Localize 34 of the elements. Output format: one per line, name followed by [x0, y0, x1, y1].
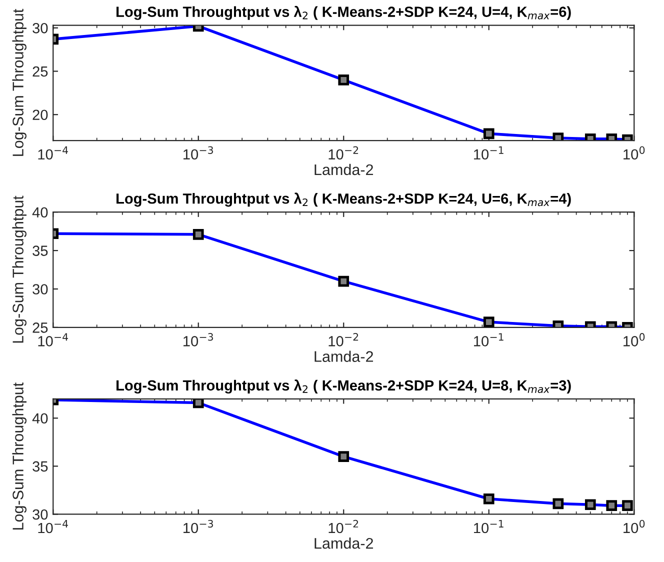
y-tick-label: 25 — [32, 322, 48, 333]
x-tick-label: 10$^{−3}$ — [184, 333, 213, 346]
y-tick-label: 40 — [32, 413, 48, 424]
x-axis-title: Lamda-2 — [314, 164, 374, 176]
y-tick-label: 35 — [32, 246, 48, 256]
x-tick-label: 10$^{−1}$ — [474, 146, 504, 160]
x-tick-label: 10$^{−1}$ — [474, 333, 504, 346]
y-axis-title: Log-Sum Throughtput — [12, 196, 26, 343]
y-tick-label: 30 — [32, 509, 48, 520]
x-tick-label: 10$^{−3}$ — [184, 146, 213, 160]
y-tick-label: 40 — [32, 207, 48, 218]
y-tick-label: 25 — [32, 66, 48, 77]
x-axis-title: Lamda-2 — [314, 350, 374, 362]
chart-title: Log-Sum Throughtput vs λ$_{2}$ ( K-Means-2+SDP K=24, U=8, K$_{max}$=3) — [116, 379, 571, 394]
y-tick-label: 30 — [32, 22, 48, 34]
chart-title: Log-Sum Throughtput vs λ$_{2}$ ( K-Means-2+SDP K=24, U=6, K$_{max}$=4) — [116, 192, 571, 207]
y-axis-title: Log-Sum Throughtput — [12, 382, 26, 530]
x-tick-label: 10$^{−2}$ — [328, 520, 358, 534]
x-tick-label: 10$^{−4}$ — [38, 333, 68, 346]
y-tick-label: 20 — [32, 110, 48, 120]
y-axis-title: Log-Sum Throughtput — [12, 8, 26, 156]
y-tick-label: 35 — [32, 461, 48, 472]
x-tick-label: 10$^{0}$ — [624, 520, 645, 534]
x-tick-label: 10$^{−2}$ — [328, 146, 358, 160]
chart-title: Log-Sum Throughtput vs λ$_{2}$ ( K-Means-2+SDP K=24, U=4, K$_{max}$=6) — [116, 6, 571, 20]
x-tick-label: 10$^{−4}$ — [38, 146, 68, 160]
x-tick-label: 10$^{0}$ — [624, 146, 645, 160]
x-tick-label: 10$^{−2}$ — [328, 333, 358, 346]
x-axis-title: Lamda-2 — [314, 538, 374, 549]
x-tick-label: 10$^{−4}$ — [38, 520, 68, 534]
x-tick-label: 10$^{0}$ — [624, 333, 645, 346]
x-tick-label: 10$^{−3}$ — [184, 520, 213, 534]
y-tick-label: 30 — [32, 284, 48, 294]
x-tick-label: 10$^{−1}$ — [474, 520, 504, 534]
